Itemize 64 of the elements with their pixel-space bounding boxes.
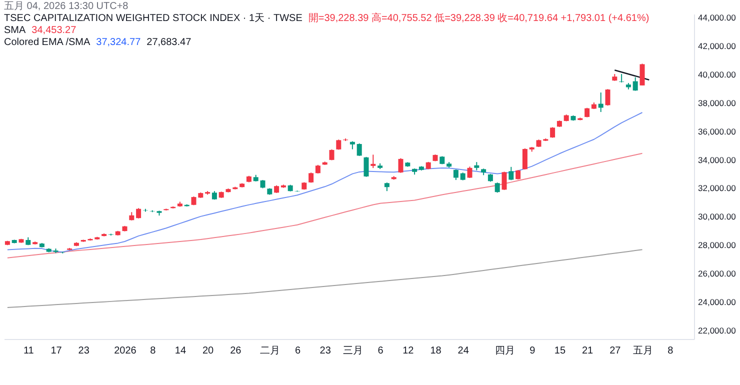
- candlestick: [640, 63, 645, 86]
- x-tick-label: 20: [202, 346, 214, 356]
- candlestick: [502, 171, 507, 190]
- line-series: [6, 152, 643, 258]
- y-tick-label: 32,000.00: [698, 183, 736, 194]
- x-tick-label: 14: [174, 346, 186, 356]
- x-tick-label: 三月: [342, 346, 363, 356]
- candlestick: [364, 156, 369, 178]
- candlestick: [605, 88, 610, 106]
- candlestick: [136, 208, 142, 219]
- candlestick: [516, 170, 521, 180]
- x-tick-label: 24: [458, 346, 470, 356]
- candlestick: [356, 142, 362, 156]
- text: 五月 04, 2026 13:30 UTC+8: [4, 1, 128, 12]
- y-tick-label: 34,000.00: [698, 154, 736, 165]
- x-tick-label: 6: [294, 346, 301, 356]
- x-tick-label: 8: [150, 346, 156, 356]
- x-tick-label: 12: [402, 346, 414, 356]
- line-series: [6, 112, 643, 252]
- y-tick-label: 26,000.00: [698, 268, 736, 279]
- annotation: 37,324.77: [96, 37, 141, 48]
- y-tick-label: 36,000.00: [698, 126, 736, 136]
- candlestick: [494, 182, 500, 194]
- x-tick-label: 11: [23, 346, 34, 356]
- annotation: Colored EMA /SMA: [4, 37, 90, 48]
- candlestick: [508, 166, 514, 181]
- candlestick: [398, 158, 404, 174]
- x-tick-label: 18: [430, 346, 442, 356]
- x-tick-label: 15: [554, 346, 566, 356]
- x-tick-label: 8: [668, 346, 674, 356]
- y-tick-label: 40,000.00: [698, 69, 736, 80]
- annotation: 34,453.27: [32, 25, 76, 36]
- y-tick-label: 24,000.00: [698, 297, 736, 308]
- x-tick-label: 9: [530, 346, 536, 356]
- annotation: 27,683.47: [146, 37, 192, 48]
- x-tick-label: 21: [582, 346, 594, 356]
- x-tick-label: 26: [230, 346, 242, 356]
- chart-title: TSEC CAPITALIZATION WEIGHTED STOCK INDEX · 1天 · TWSE: [4, 13, 302, 24]
- candlestick: [584, 107, 590, 118]
- candlestick: [632, 76, 638, 92]
- x-tick-label: 23: [78, 346, 90, 356]
- x-tick-label: 6: [378, 346, 384, 356]
- x-tick-label: 五月: [632, 346, 653, 356]
- candlestick: [522, 148, 528, 170]
- x-tick-label: 二月: [260, 346, 280, 356]
- candlestick: [598, 92, 604, 112]
- candlestick: [370, 154, 376, 169]
- x-tick-label: 2026: [114, 346, 137, 356]
- x-tick-label: 四月: [494, 346, 515, 356]
- x-tick-label: 23: [320, 346, 332, 356]
- x-tick-label: 27: [610, 346, 622, 356]
- y-tick-label: 44,000.00: [698, 12, 736, 23]
- y-tick-label: 42,000.00: [698, 41, 736, 51]
- y-tick-label: 28,000.00: [698, 240, 736, 250]
- candlestick: [467, 166, 472, 178]
- annotation: 開=39,228.39 高=40,755.52 低=39,228.39 收=40,719.64 +1,793.01 (+4.61%): [308, 13, 650, 24]
- y-tick-label: 30,000.00: [698, 212, 736, 222]
- y-tick-label: 38,000.00: [698, 98, 736, 108]
- candlestick: [619, 74, 624, 83]
- line-series: [6, 249, 643, 308]
- candlestick: [453, 168, 458, 180]
- y-tick-label: 22,000.00: [698, 325, 736, 336]
- x-tick-label: 17: [50, 346, 62, 356]
- annotation: SMA: [4, 25, 26, 36]
